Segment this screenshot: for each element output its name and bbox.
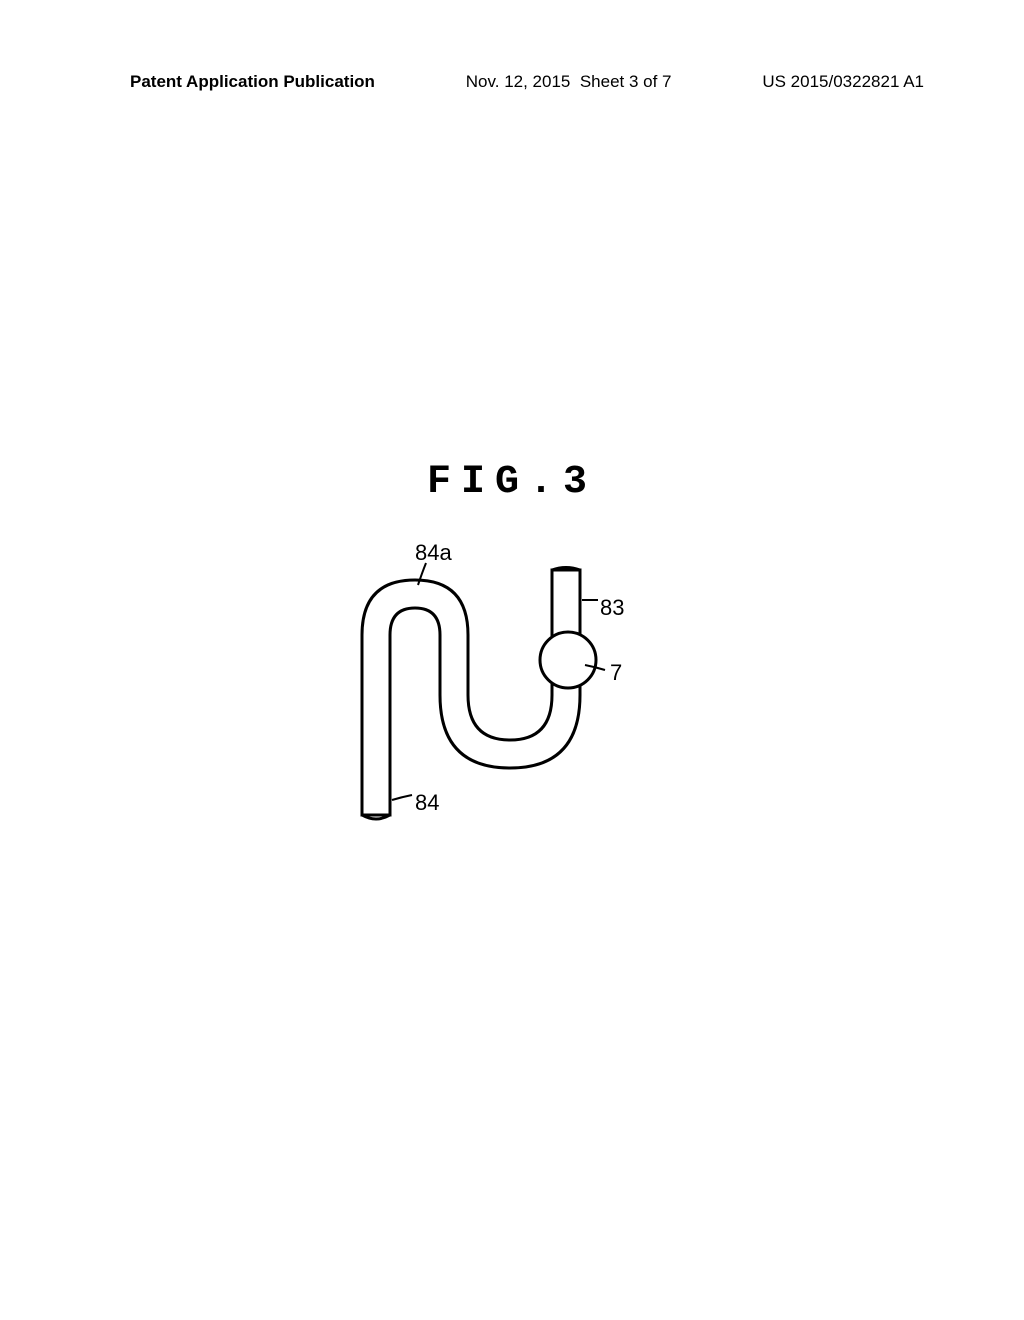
date-text: Nov. 12, 2015 <box>466 72 571 91</box>
pipe-diagram-svg <box>350 545 630 825</box>
publication-label: Patent Application Publication <box>130 72 375 92</box>
pipe-outline <box>362 570 580 815</box>
date-sheet-label: Nov. 12, 2015 Sheet 3 of 7 <box>466 72 672 92</box>
page-header: Patent Application Publication Nov. 12, … <box>0 72 1024 92</box>
figure-title: FIG.3 <box>0 460 1024 505</box>
leader-84 <box>392 795 412 800</box>
label-84a: 84a <box>415 540 452 566</box>
figure-diagram <box>350 545 630 825</box>
patent-number: US 2015/0322821 A1 <box>762 72 924 92</box>
label-83: 83 <box>600 595 624 621</box>
sheet-text: Sheet 3 of 7 <box>580 72 672 91</box>
label-7: 7 <box>610 660 622 686</box>
component-circle <box>540 632 596 688</box>
label-84: 84 <box>415 790 439 816</box>
